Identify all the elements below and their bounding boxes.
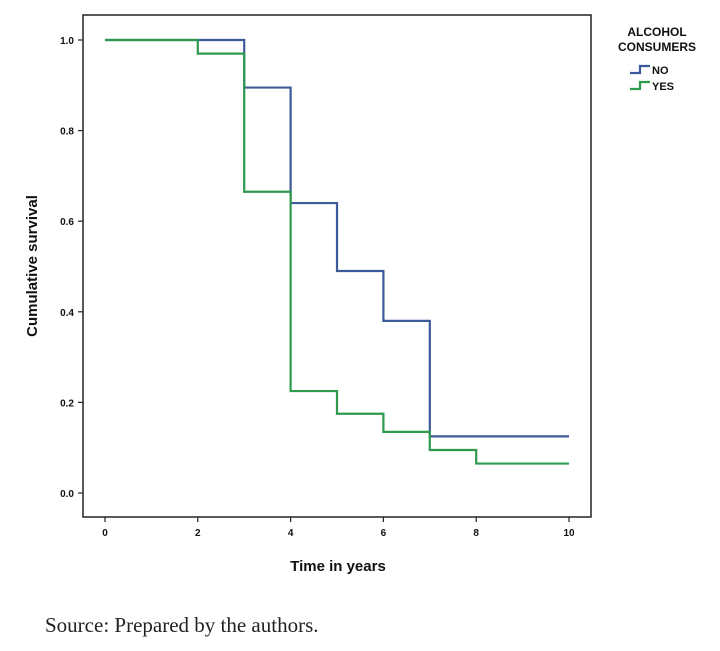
legend-label-no: NO <box>652 65 669 77</box>
legend-title-line2: CONSUMERS <box>618 40 696 54</box>
y-tick-label: 0.0 <box>60 489 74 500</box>
x-tick-label: 6 <box>381 528 387 539</box>
y-tick-label: 1.0 <box>60 36 74 47</box>
y-axis: 0.0 0.2 0.4 0.6 0.8 1.0 <box>60 36 83 500</box>
series-layer <box>105 38 569 465</box>
plot-frame <box>82 14 592 518</box>
y-axis-title: Cumulative survival <box>24 195 41 337</box>
series-line-no <box>105 38 569 438</box>
x-axis: 0 2 4 6 8 10 <box>102 517 575 539</box>
x-tick-label: 0 <box>102 528 108 539</box>
series-line-yes <box>105 38 569 465</box>
legend-title-line1: ALCOHOL <box>627 25 686 39</box>
survival-chart: 0.0 0.2 0.4 0.6 0.8 1.0 0 2 4 6 8 10 Time in years… <box>24 14 696 575</box>
legend-label-yes: YES <box>652 81 674 93</box>
source-caption: Source: Prepared by the authors. <box>45 613 319 637</box>
y-tick-label: 0.8 <box>60 127 74 138</box>
y-tick-label: 0.2 <box>60 398 74 409</box>
y-tick-label: 0.6 <box>60 217 74 228</box>
legend-items: NO YES <box>630 64 674 93</box>
x-tick-label: 10 <box>563 528 575 539</box>
x-tick-label: 4 <box>288 528 294 539</box>
legend-swatch-no <box>630 64 650 75</box>
legend: ALCOHOL CONSUMERS NO YES <box>618 25 696 93</box>
x-axis-title: Time in years <box>290 558 386 575</box>
x-tick-label: 8 <box>473 528 479 539</box>
legend-swatch-yes <box>630 80 650 91</box>
y-tick-label: 0.4 <box>60 308 74 319</box>
x-tick-label: 2 <box>195 528 201 539</box>
